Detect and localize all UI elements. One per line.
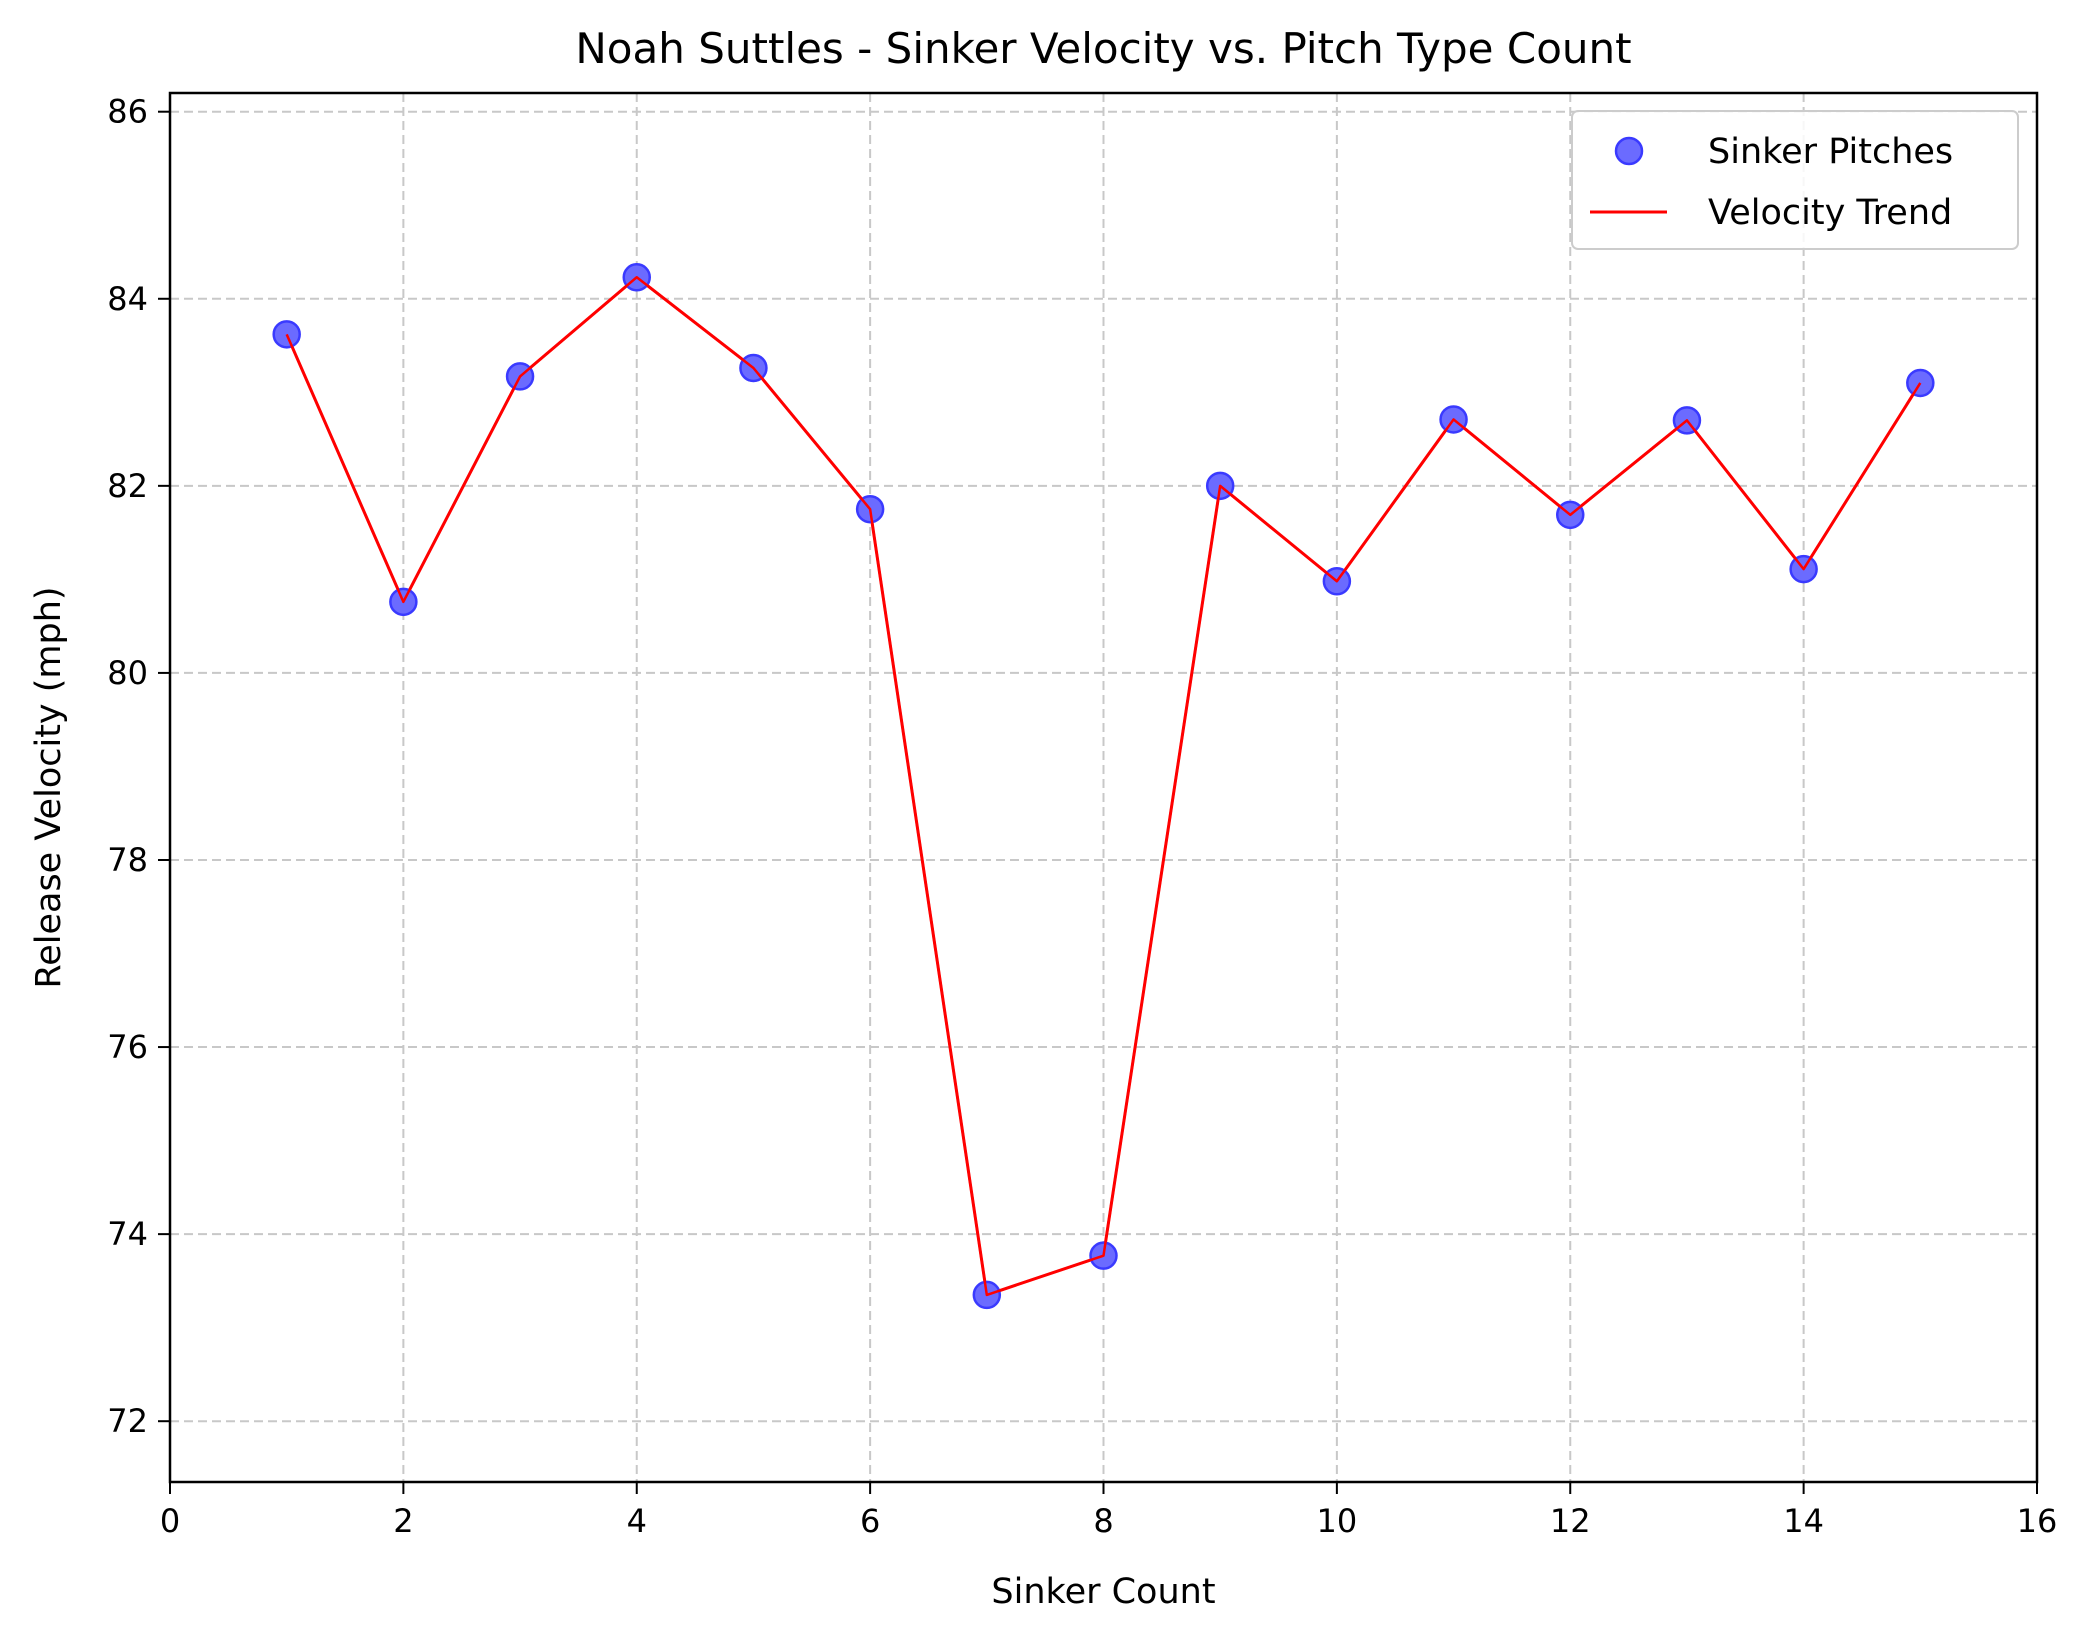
chart-title: Noah Suttles - Sinker Velocity vs. Pitch… — [575, 24, 1631, 73]
y-tick-label: 72 — [107, 1402, 148, 1440]
y-tick-label: 78 — [107, 841, 148, 879]
y-tick-label: 80 — [107, 654, 148, 692]
legend-box — [1571, 110, 2019, 250]
x-tick-label: 14 — [1783, 1502, 1824, 1540]
x-tick-label: 4 — [627, 1502, 647, 1540]
legend-marker-sinker-pitches — [1614, 136, 1644, 166]
series-layer — [272, 263, 1935, 1310]
legend: Sinker Pitches Velocity Trend — [1571, 110, 2019, 250]
x-tick-label: 8 — [1093, 1502, 1113, 1540]
y-tick-label: 84 — [107, 280, 148, 318]
y-tick-label: 86 — [107, 93, 148, 131]
x-tick-label: 10 — [1317, 1502, 1358, 1540]
legend-label-sinker-pitches: Sinker Pitches — [1708, 132, 1953, 172]
x-axis-title: Sinker Count — [991, 1572, 1215, 1612]
grid-layer — [169, 93, 2038, 1482]
y-tick-label: 82 — [107, 467, 148, 505]
tick-layer: 0 2 4 6 8 10 12 14 16 72 74 76 78 80 82 84 86 — [107, 93, 2057, 1540]
x-tick-label: 16 — [2017, 1502, 2058, 1540]
velocity-trend-line-overlay — [285, 276, 1922, 1297]
y-tick-label: 76 — [107, 1028, 148, 1066]
y-tick-label: 74 — [107, 1215, 148, 1253]
legend-label-velocity-trend: Velocity Trend — [1708, 193, 1952, 233]
y-axis-title: Release Velocity (mph) — [29, 586, 69, 988]
x-tick-label: 0 — [160, 1502, 180, 1540]
x-tick-label: 6 — [860, 1502, 880, 1540]
x-tick-label: 12 — [1550, 1502, 1591, 1540]
x-tick-label: 2 — [393, 1502, 413, 1540]
